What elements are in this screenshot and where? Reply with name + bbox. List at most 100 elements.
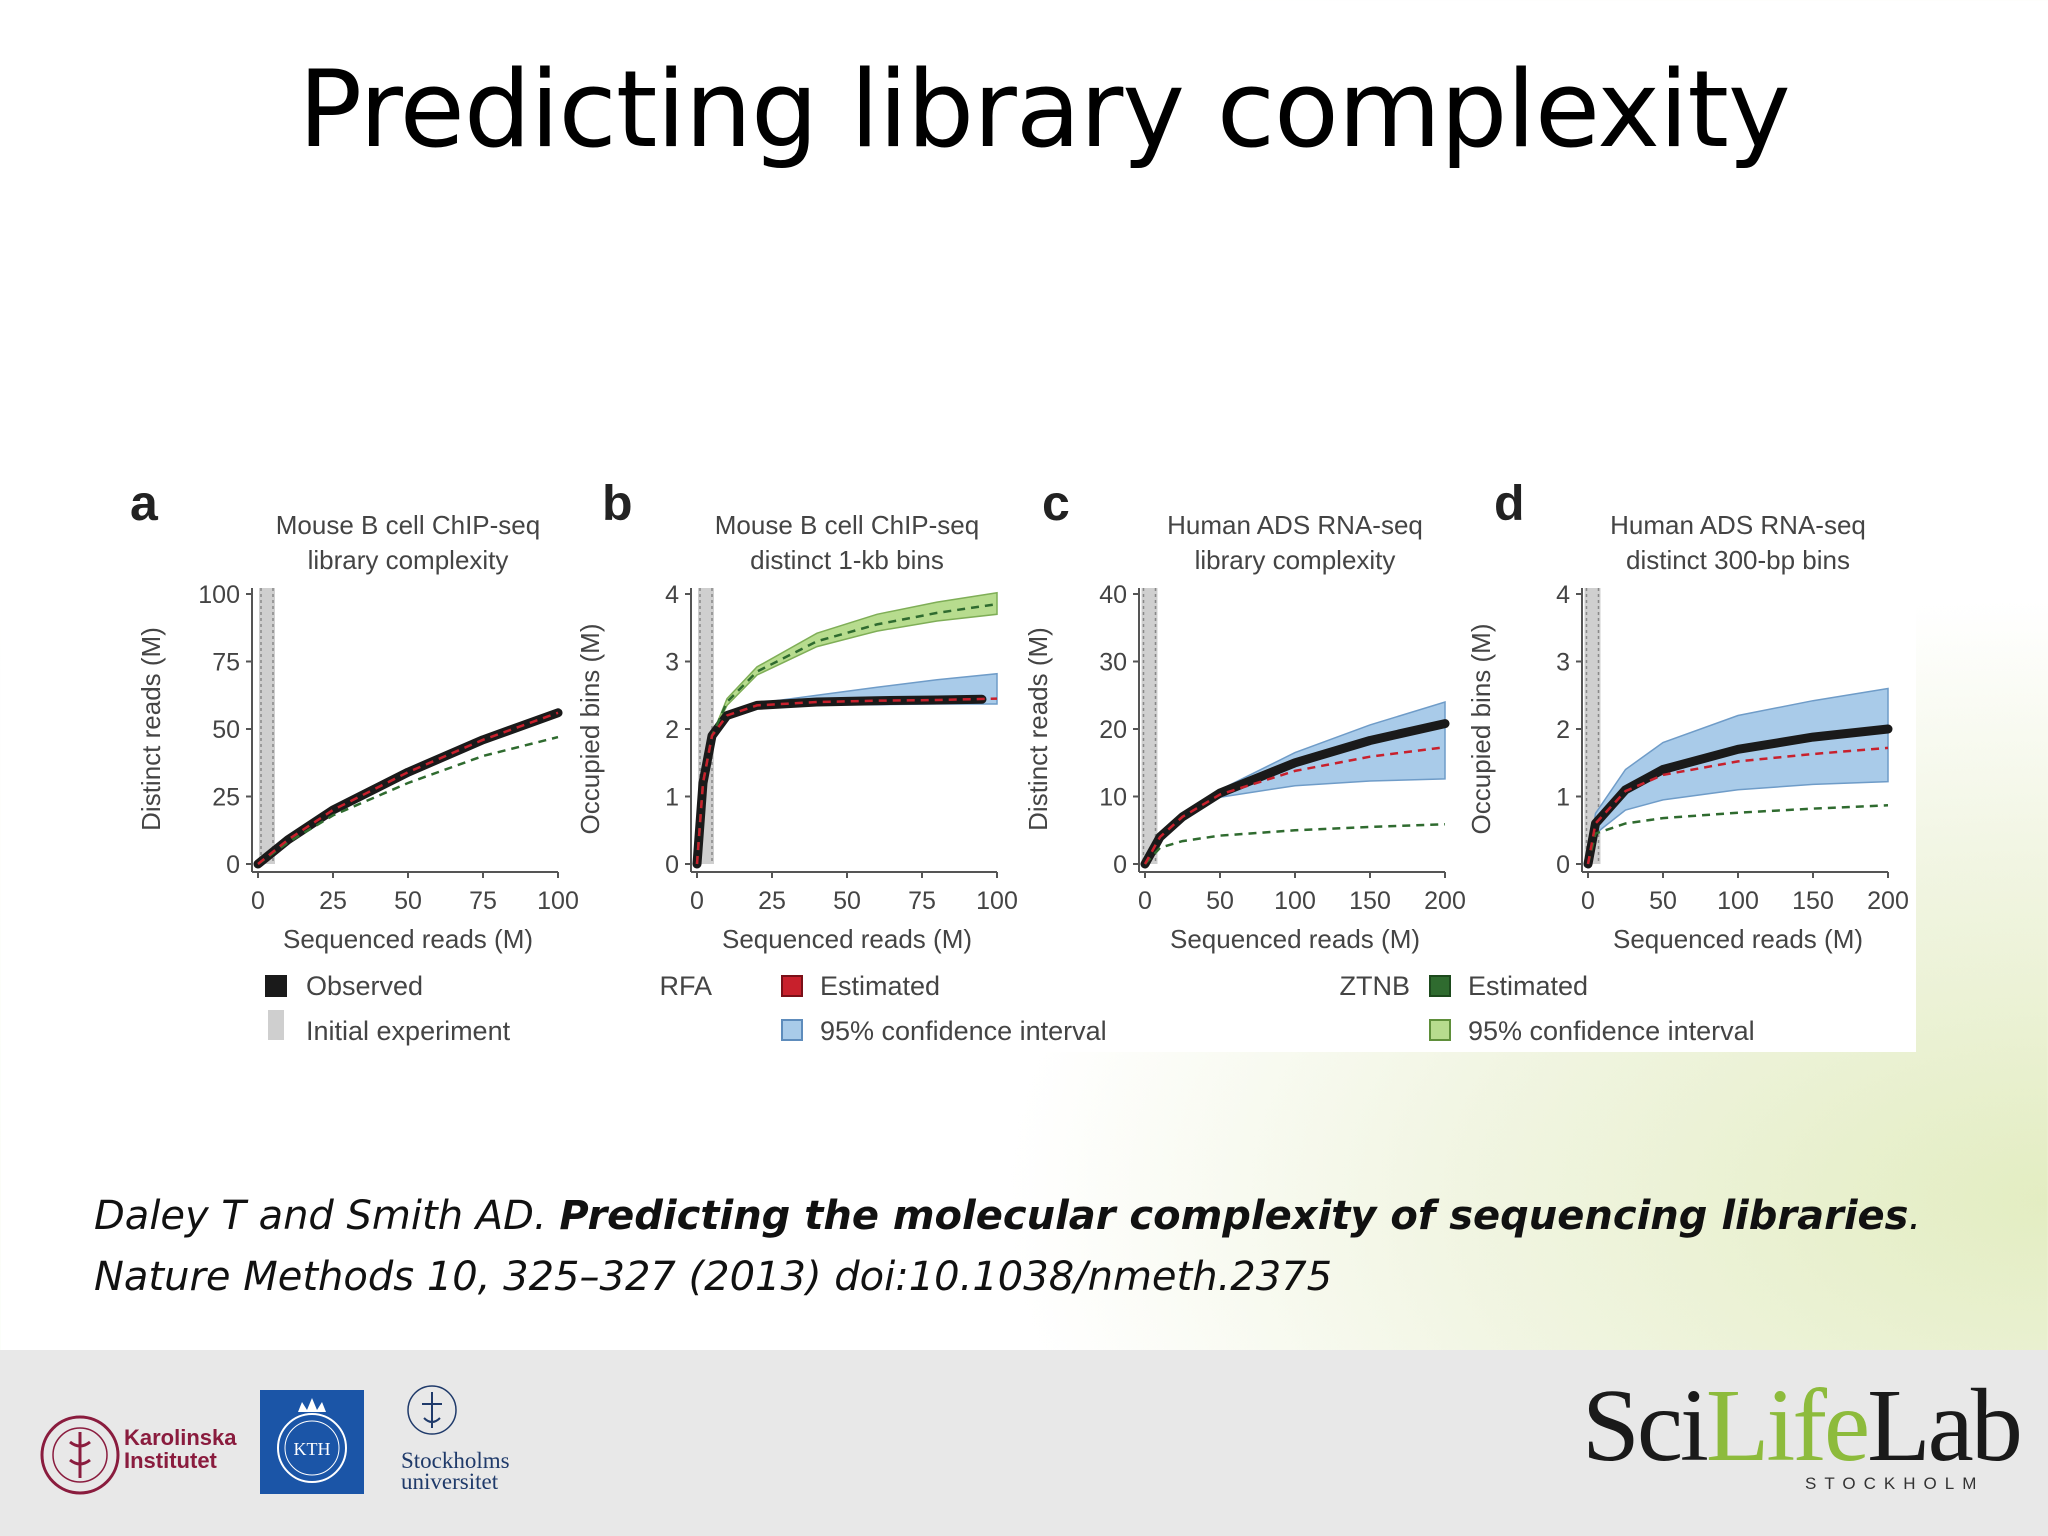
x-tick-label: 100 [1274, 887, 1316, 915]
x-tick-label: 150 [1349, 887, 1391, 915]
y-tick-label: 25 [212, 784, 240, 812]
y-tick-label: 30 [1099, 649, 1127, 677]
legend-ztnb-label: ZTNB [1340, 971, 1411, 1001]
karolinska-line-1: Karolinska [124, 1425, 237, 1450]
scilifelab-logo: SciLifeLab [1582, 1366, 2023, 1485]
panel-title-c-line1: Human ADS RNA-seq [1167, 510, 1423, 540]
legend-ztnb-estimated-label: Estimated [1468, 971, 1588, 1001]
y-tick-label: 50 [212, 716, 240, 744]
citation-authors: Daley T and Smith AD. [94, 1193, 560, 1239]
y-axis-label: Occupied bins (M) [1466, 624, 1496, 835]
panel-letter-b: b [602, 484, 633, 531]
y-tick-label: 0 [1113, 851, 1127, 879]
legend-observed-label: Observed [306, 971, 423, 1001]
ztnb-estimated-line [1586, 804, 1889, 865]
rfa-estimated-line [1143, 745, 1446, 865]
x-tick-label: 0 [251, 887, 265, 915]
panel-title-c-line2: library complexity [1195, 545, 1396, 575]
x-tick-label: 50 [394, 887, 422, 915]
panel-title-d-line1: Human ADS RNA-seq [1610, 510, 1866, 540]
legend-ztnb-ci-swatch [1429, 1019, 1451, 1041]
legend-observed-swatch [265, 975, 287, 997]
x-tick-label: 150 [1792, 887, 1834, 915]
legend-rfa-estimated-swatch [781, 975, 803, 997]
x-axis-label: Sequenced reads (M) [1613, 924, 1863, 954]
panel-title-a-line1: Mouse B cell ChIP-seq [276, 510, 540, 540]
rfa-estimated-line [257, 711, 559, 865]
x-tick-label: 0 [1581, 887, 1595, 915]
y-tick-label: 75 [212, 649, 240, 677]
karolinska-seal-icon [40, 1415, 120, 1495]
scilifelab-life: Life [1705, 1368, 1870, 1483]
y-tick-label: 10 [1099, 784, 1127, 812]
kth-logo: KTH [260, 1390, 364, 1494]
ztnb-estimated-line [257, 735, 559, 866]
y-tick-label: 4 [665, 581, 679, 609]
y-axis-label: Occupied bins (M) [575, 624, 605, 835]
panel-letter-d: d [1494, 484, 1525, 531]
legend-rfa-label: RFA [659, 971, 712, 1001]
figure-panel: a Mouse B cell ChIP-seq library complexity… [126, 484, 1916, 1052]
citation-journal: Nature Methods 10, 325–327 (2013) doi:10… [94, 1254, 1333, 1300]
su-text: Stockholms universitet [401, 1449, 510, 1494]
y-tick-label: 2 [1556, 716, 1570, 744]
initial-experiment-band [259, 588, 275, 864]
ztnb-estimated-line [1144, 822, 1446, 865]
y-axis-label: Distinct reads (M) [1023, 627, 1053, 831]
slide-title: Predicting library complexity [298, 48, 1790, 171]
x-tick-label: 25 [319, 887, 347, 915]
y-tick-label: 1 [665, 784, 679, 812]
karolinska-logo: Karolinska Institutet [36, 1410, 256, 1500]
citation: Daley T and Smith AD. Predicting the mol… [94, 1186, 1921, 1308]
x-tick-label: 200 [1424, 887, 1466, 915]
legend-initial-label: Initial experiment [306, 1016, 511, 1046]
y-tick-label: 100 [198, 581, 240, 609]
x-tick-label: 0 [1138, 887, 1152, 915]
x-tick-label: 50 [1206, 887, 1234, 915]
scilifelab-stockholm: STOCKHOLM [1805, 1474, 1985, 1493]
footer: Karolinska Institutet KTH Stockholms uni… [0, 1350, 2048, 1536]
rfa-confidence-band [1144, 700, 1446, 865]
x-tick-label: 50 [1649, 887, 1677, 915]
legend-initial-swatch [268, 1010, 284, 1040]
y-tick-label: 20 [1099, 716, 1127, 744]
y-tick-label: 3 [1556, 649, 1570, 677]
y-tick-label: 1 [1556, 784, 1570, 812]
panel-letter-a: a [130, 484, 159, 531]
panel-title-b-line2: distinct 1-kb bins [750, 545, 944, 575]
citation-title: Predicting the molecular complexity of s… [559, 1193, 1909, 1239]
x-tick-label: 100 [537, 887, 579, 915]
x-tick-label: 75 [469, 887, 497, 915]
rfa-confidence-band [1587, 687, 1889, 865]
y-tick-label: 2 [665, 716, 679, 744]
citation-line-1: Daley T and Smith AD. Predicting the mol… [94, 1186, 1921, 1247]
su-line-2: universitet [401, 1469, 499, 1494]
y-tick-label: 3 [665, 649, 679, 677]
y-axis-label: Distinct reads (M) [136, 627, 166, 831]
legend-ztnb-ci-label: 95% confidence interval [1468, 1016, 1755, 1046]
panel-letter-c: c [1042, 484, 1070, 531]
panel-a: a Mouse B cell ChIP-seq library complexity… [130, 484, 579, 954]
citation-title-end: . [1908, 1193, 1922, 1239]
y-tick-label: 0 [665, 851, 679, 879]
x-axis-label: Sequenced reads (M) [722, 924, 972, 954]
observed-line [253, 708, 563, 869]
legend-rfa-ci-swatch [781, 1019, 803, 1041]
karolinska-line-2: Institutet [124, 1448, 217, 1473]
y-tick-label: 0 [226, 851, 240, 879]
kth-crown-icon: KTH [277, 1398, 347, 1483]
y-tick-label: 0 [1556, 851, 1570, 879]
scilifelab-lab: Lab [1867, 1368, 2023, 1483]
ztnb-confidence-band [696, 591, 998, 865]
observed-line [1583, 724, 1893, 869]
su-seal-icon [407, 1385, 457, 1435]
x-tick-label: 50 [833, 887, 861, 915]
kth-text: KTH [294, 1439, 331, 1459]
rfa-estimated-line [1586, 746, 1889, 865]
legend-rfa-ci-label: 95% confidence interval [820, 1016, 1107, 1046]
x-tick-label: 75 [908, 887, 936, 915]
panel-title-a-line2: library complexity [308, 545, 509, 575]
scilifelab-sci: Sci [1582, 1368, 1709, 1483]
legend: Observed Initial experiment RFA Estimated 95… [265, 971, 1755, 1046]
y-tick-label: 40 [1099, 581, 1127, 609]
